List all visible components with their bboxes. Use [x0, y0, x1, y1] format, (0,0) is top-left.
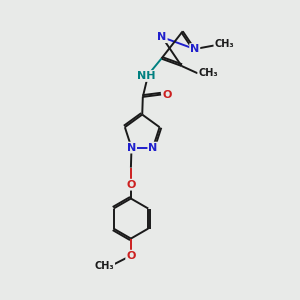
Text: CH₃: CH₃: [94, 261, 114, 271]
Text: O: O: [163, 89, 172, 100]
Text: NH: NH: [137, 71, 156, 81]
Text: O: O: [126, 251, 136, 261]
Text: CH₃: CH₃: [214, 39, 234, 49]
Text: N: N: [148, 142, 158, 153]
Text: N: N: [158, 32, 167, 42]
Text: N: N: [190, 44, 200, 54]
Text: O: O: [126, 180, 136, 190]
Text: CH₃: CH₃: [198, 68, 218, 78]
Text: N: N: [127, 142, 136, 153]
